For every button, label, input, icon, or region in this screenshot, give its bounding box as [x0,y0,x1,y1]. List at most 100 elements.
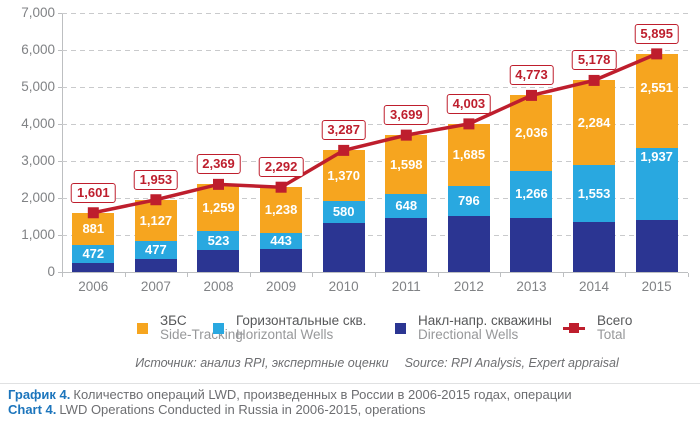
x-tick-label: 2015 [641,279,672,294]
x-tick-label: 2012 [453,279,484,294]
directional_wells-segment [134,259,177,272]
segment-value-label: 1,370 [327,167,360,183]
horizontal_wells-segment: 1,937 [635,148,678,220]
total-marker-icon [463,118,475,130]
stacked-bar-2015: 1,937 2,551 [635,53,678,272]
stacked-bar-2012: 796 1,685 [447,123,490,272]
side_tracking-segment: 2,551 [635,53,678,149]
y-tick-label: 6,000 [21,42,55,57]
total-marker-icon [526,89,537,101]
segment-value-label: 523 [207,232,230,248]
x-tick [62,273,63,277]
directional_wells-segment [260,249,303,272]
segment-value-label: 1,937 [640,149,673,165]
gridline [62,50,688,51]
total-marker-icon [275,181,287,193]
horizontal_wells-segment: 443 [260,233,303,250]
directional_wells-segment [447,215,490,272]
caption-text-en: LWD Operations Conducted in Russia in 20… [59,402,426,417]
bar-group-2009: 443 1,238 [250,13,313,272]
legend-label-en: Total [597,327,626,342]
y-tick [58,13,62,14]
gridline [62,124,688,125]
bar-group-2015: 1,937 2,551 [625,13,688,272]
total-value-box: 2,369 [196,154,241,175]
directional_wells-segment [635,219,678,272]
total-labels: 1,601 1,953 2,369 2,292 3,287 3,699 4,003 4,773… [62,13,688,272]
x-tick-label: 2011 [391,279,421,294]
y-tick-label: 3,000 [21,153,55,168]
legend-label-en: Horizontal Wells [236,327,334,342]
y-tick-label: 2,000 [21,190,55,205]
legend-item-directional-wells: Накл-напр. скважины Directional Wells [395,314,552,342]
horizontal_wells-segment: 523 [197,230,240,251]
segment-value-label: 1,598 [389,156,423,172]
x-tick [562,273,564,277]
source-en: Source: RPI Analysis, Expert appraisal [404,356,619,370]
bar-group-2012: 796 1,685 [438,13,501,272]
segment-value-label: 648 [395,198,418,214]
directional_wells-segment [322,222,365,272]
segment-value-label: 477 [145,242,167,258]
y-tick-label: 4,000 [21,116,55,131]
directional_wells-segment [197,250,240,272]
segment-value-label: 443 [270,233,292,249]
side_tracking-segment: 1,127 [134,199,177,242]
x-tick [625,273,627,277]
bar-group-2008: 523 1,259 [187,13,250,272]
directional-wells-swatch-icon [395,322,406,334]
total-marker-icon [588,74,600,86]
y-tick-label: 0 [47,264,55,279]
y-tick [58,161,62,162]
caption-line-ru: График 4. Количество операций LWD, произв… [8,387,696,402]
bar-group-2014: 1,553 2,284 [563,13,626,272]
x-tick [437,273,439,277]
segment-value-label: 1,685 [452,147,486,163]
horizontal_wells-segment: 477 [134,241,177,260]
gridline [62,13,688,14]
total-value-box: 3,287 [321,120,366,141]
caption-label-en: Chart 4. [8,402,57,417]
total-value-box: 5,178 [571,50,617,71]
gridline [62,161,688,162]
caption-text-ru: Количество операций LWD, произведенных в… [73,387,572,402]
side_tracking-segment: 1,238 [260,187,303,234]
y-tick [58,272,62,273]
side_tracking-segment: 1,685 [447,123,490,187]
x-tick-label: 2007 [140,279,171,294]
y-axis-line [62,13,63,273]
source-line: Источник: анализ RPI, экспертные оценки S… [0,356,700,370]
directional_wells-segment [385,218,428,272]
legend-label-ru: Накл-напр. скважины [418,313,552,328]
stacked-bar-2014: 1,553 2,284 [573,80,616,272]
horizontal_wells-segment: 1,553 [573,164,616,223]
total-value-box: 3,699 [384,105,429,126]
total-marker-icon [150,194,162,206]
x-tick-label: 2006 [78,279,109,294]
segment-value-label: 2,284 [577,114,611,130]
stacked-bar-2006: 472 881 [72,212,115,272]
caption-line-en: Chart 4. LWD Operations Conducted in Russ… [8,402,696,417]
segment-value-label: 1,553 [577,185,611,201]
legend-label-ru: ЗБС [160,313,187,328]
side_tracking-segment: 881 [72,212,115,246]
total-value-box: 4,773 [509,65,554,86]
y-tick [58,50,62,51]
total-marker-icon [651,48,663,60]
total-value-box: 4,003 [446,93,492,114]
x-tick-label: 2014 [579,279,610,294]
x-tick [187,273,189,277]
horizontal-wells-swatch-icon [213,322,224,334]
side_tracking-segment: 2,284 [573,80,616,165]
legend-label-en: Directional Wells [418,327,519,342]
legend-label-ru: Всего [597,313,633,328]
total-marker-icon [213,178,224,190]
total-value-box: 5,895 [634,23,679,44]
y-tick [58,235,62,236]
x-tick [249,273,251,277]
bars-layer: 472 881 477 1,127 523 1,259 443 1,238 580 1,370 64… [62,13,688,272]
bar-group-2007: 477 1,127 [125,13,188,272]
segment-value-label: 580 [332,203,355,219]
stacked-bar-2009: 443 1,238 [260,187,303,272]
